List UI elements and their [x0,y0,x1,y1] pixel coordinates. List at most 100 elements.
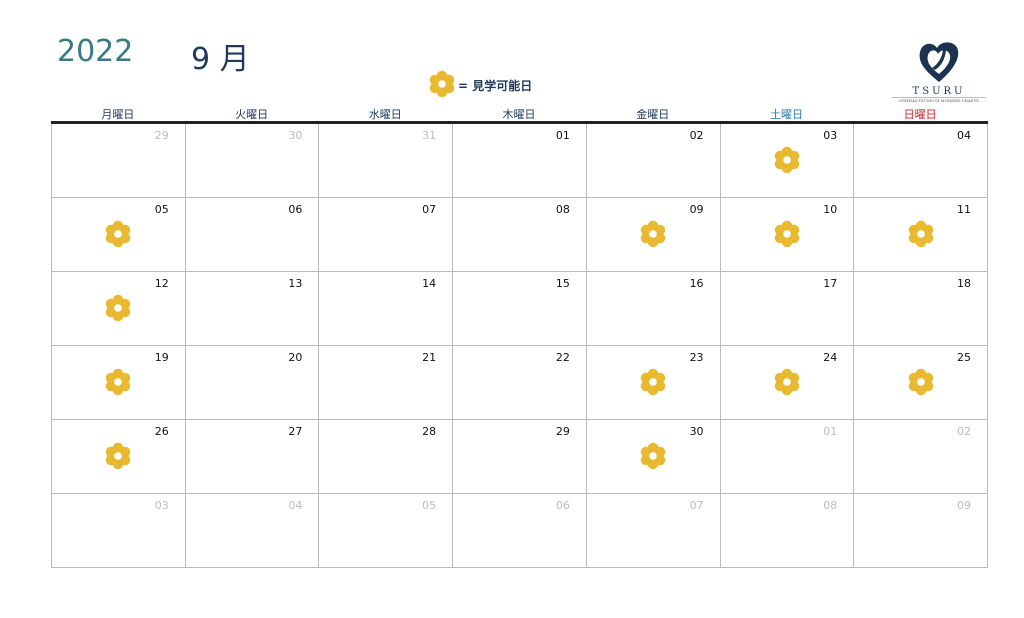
day-number: 09 [689,203,704,216]
day-number: 17 [823,277,838,290]
day-number: 22 [555,351,570,364]
day-number: 08 [555,203,570,216]
month-label: 9 月 [191,42,250,77]
day-cell[interactable]: 10 [720,198,855,272]
day-cell[interactable]: 05 [319,494,454,568]
day-cell[interactable]: 01 [453,124,587,198]
day-cell[interactable]: 05 [52,198,186,272]
day-cell[interactable]: 08 [720,494,855,568]
day-cell[interactable]: 18 [854,272,988,346]
day-cell[interactable]: 04 [185,494,320,568]
day-cell[interactable]: 07 [586,494,721,568]
day-cell[interactable]: 02 [586,124,721,198]
day-number: 02 [689,129,704,142]
day-cell[interactable]: 14 [319,272,454,346]
day-number: 25 [956,351,971,364]
day-cell[interactable]: 07 [319,198,454,272]
day-cell[interactable]: 25 [854,346,988,420]
day-number: 07 [422,203,437,216]
day-cell[interactable]: 22 [453,346,587,420]
flower-icon [639,368,667,400]
day-cell[interactable]: 17 [720,272,855,346]
day-number: 30 [689,425,704,438]
day-cell[interactable]: 13 [185,272,320,346]
day-number: 11 [956,203,971,216]
weekday-label: 土曜日 [769,108,803,121]
calendar-grid: 29 30 31 01 02 03 04 05 06 07 08 09 10 11 12 13 14 15 16 17… [51,124,988,568]
weekday-header: 月曜日 火曜日 水曜日 木曜日 金曜日 土曜日 日曜日 [51,106,987,122]
day-cell[interactable]: 16 [586,272,721,346]
day-cell[interactable]: 08 [453,198,587,272]
day-cell[interactable]: 03 [52,494,186,568]
flower-icon [907,220,935,252]
weekday-label: 月曜日 [101,108,135,121]
day-number: 29 [555,425,570,438]
day-cell[interactable]: 20 [185,346,320,420]
day-cell[interactable]: 26 [52,420,186,494]
day-cell[interactable]: 23 [586,346,721,420]
day-cell[interactable]: 30 [586,420,721,494]
flower-icon [104,294,132,326]
day-number: 20 [288,351,303,364]
day-number: 05 [422,499,437,512]
flower-icon [428,70,456,101]
day-cell[interactable]: 15 [453,272,587,346]
weekday-label: 日曜日 [903,108,937,121]
day-number: 12 [154,277,169,290]
day-number: 05 [154,203,169,216]
day-number: 03 [154,499,169,512]
weekday-label: 木曜日 [502,108,536,121]
day-cell[interactable]: 09 [586,198,721,272]
logo-name: TSURU [912,86,966,97]
day-number: 26 [154,425,169,438]
day-number: 02 [956,425,971,438]
day-cell[interactable]: 28 [319,420,454,494]
day-cell[interactable]: 21 [319,346,454,420]
day-number: 04 [288,499,303,512]
heart-crane-logo-icon [919,42,959,82]
day-number: 04 [956,129,971,142]
flower-icon [907,368,935,400]
weekday-label: 水曜日 [368,108,402,121]
day-number: 09 [956,499,971,512]
day-number: 29 [154,129,169,142]
day-cell[interactable]: 09 [854,494,988,568]
day-number: 03 [823,129,838,142]
day-number: 30 [288,129,303,142]
day-number: 06 [555,499,570,512]
day-cell[interactable]: 11 [854,198,988,272]
day-number: 27 [288,425,303,438]
tsuru-logo: TSURU OSHIMA-TSUMUGI MODERN CRAFTS [892,38,986,103]
day-number: 06 [288,203,303,216]
day-cell[interactable]: 04 [854,124,988,198]
year-label: 2022 [57,34,134,69]
day-cell[interactable]: 24 [720,346,855,420]
day-cell[interactable]: 02 [854,420,988,494]
day-cell[interactable]: 01 [720,420,855,494]
day-cell[interactable]: 06 [185,198,320,272]
day-cell[interactable]: 29 [52,124,186,198]
day-cell[interactable]: 29 [453,420,587,494]
flower-icon [773,368,801,400]
day-number: 18 [956,277,971,290]
flower-icon [104,368,132,400]
day-cell[interactable]: 31 [319,124,454,198]
flower-icon [773,220,801,252]
day-number: 24 [823,351,838,364]
day-number: 01 [555,129,570,142]
legend: = 見学可能日 [428,70,532,101]
day-number: 14 [422,277,437,290]
day-cell[interactable]: 27 [185,420,320,494]
legend-label: = 見学可能日 [458,79,533,93]
flower-icon [104,220,132,252]
day-cell[interactable]: 06 [453,494,587,568]
logo-tagline: OSHIMA-TSUMUGI MODERN CRAFTS [892,97,986,103]
day-number: 07 [689,499,704,512]
day-cell[interactable]: 30 [185,124,320,198]
flower-icon [639,442,667,474]
day-cell[interactable]: 03 [720,124,855,198]
day-cell[interactable]: 12 [52,272,186,346]
flower-icon [773,146,801,178]
day-cell[interactable]: 19 [52,346,186,420]
weekday-label: 火曜日 [235,108,269,121]
